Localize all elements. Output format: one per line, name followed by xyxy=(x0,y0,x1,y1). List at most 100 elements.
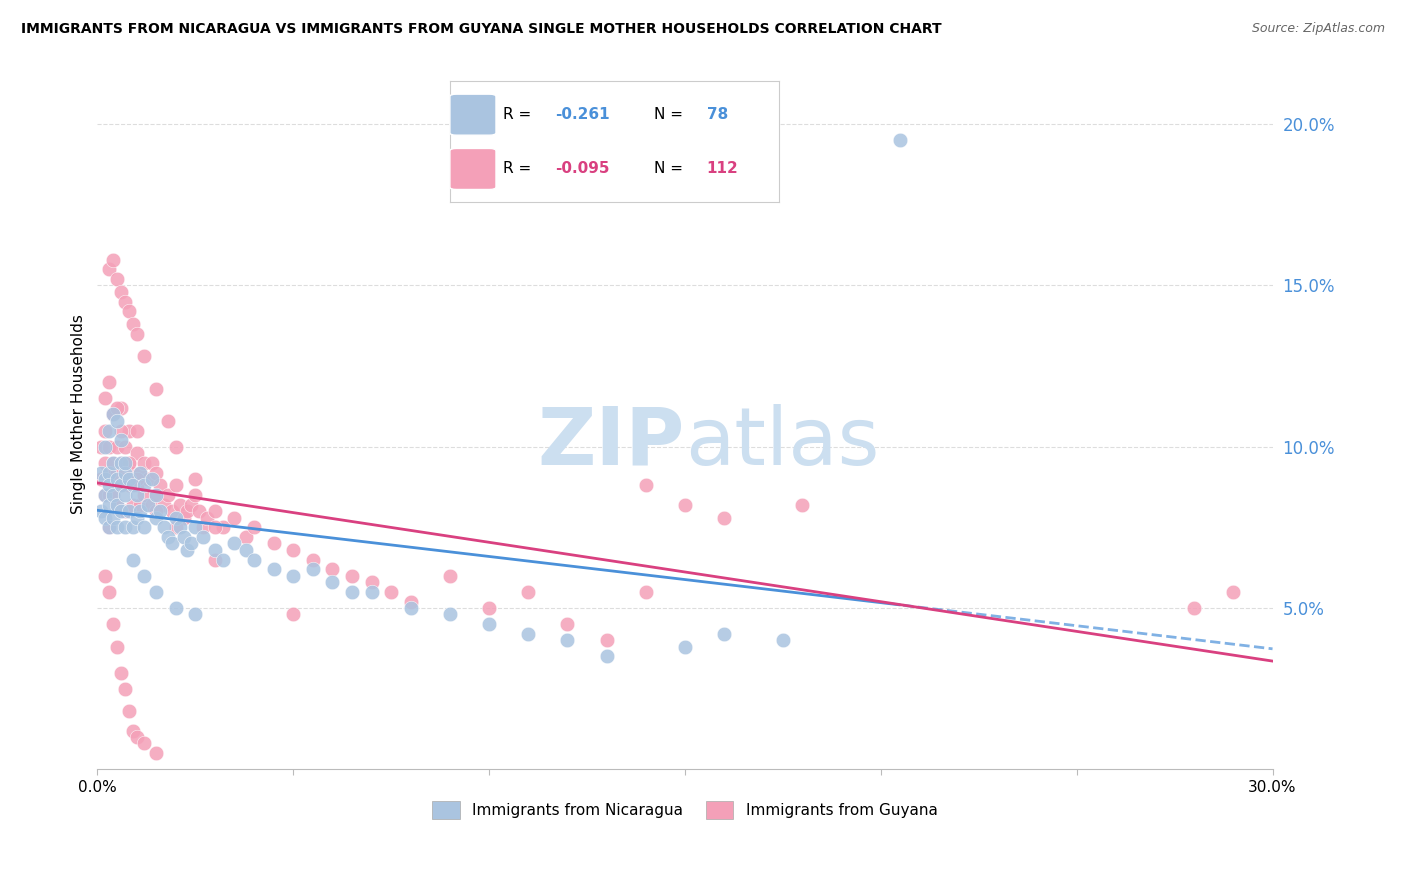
Point xyxy=(673,498,696,512)
Point xyxy=(224,536,246,550)
Point xyxy=(595,633,617,648)
Point xyxy=(169,498,191,512)
Point xyxy=(263,562,285,576)
Point xyxy=(145,585,167,599)
Point xyxy=(90,472,112,486)
Point xyxy=(129,504,152,518)
Point xyxy=(204,543,226,558)
Point xyxy=(478,601,501,615)
Point xyxy=(145,466,167,480)
Point xyxy=(101,456,124,470)
Point xyxy=(121,478,143,492)
Point xyxy=(101,510,124,524)
Point xyxy=(134,478,156,492)
Point xyxy=(125,326,148,341)
Point xyxy=(713,627,735,641)
Point xyxy=(118,424,141,438)
Point xyxy=(211,552,233,566)
Point xyxy=(121,317,143,331)
Point xyxy=(634,478,657,492)
Point xyxy=(98,424,121,438)
Point xyxy=(184,488,207,502)
Point xyxy=(283,568,305,582)
Point xyxy=(191,530,214,544)
Point xyxy=(169,520,191,534)
Point xyxy=(125,472,148,486)
Point xyxy=(105,472,128,486)
Text: Source: ZipAtlas.com: Source: ZipAtlas.com xyxy=(1251,22,1385,36)
Point xyxy=(134,737,156,751)
Point xyxy=(360,585,382,599)
Point xyxy=(153,520,176,534)
Y-axis label: Single Mother Households: Single Mother Households xyxy=(72,315,86,515)
Point xyxy=(125,510,148,524)
Text: ZIP: ZIP xyxy=(537,404,685,482)
Point xyxy=(1182,601,1205,615)
Point xyxy=(125,424,148,438)
Point xyxy=(125,488,148,502)
Point xyxy=(149,504,172,518)
Point xyxy=(118,704,141,718)
Point xyxy=(889,133,911,147)
Point xyxy=(101,456,124,470)
Point xyxy=(165,510,187,524)
Point xyxy=(114,294,136,309)
Point xyxy=(136,498,159,512)
Point xyxy=(235,530,257,544)
Point xyxy=(129,466,152,480)
Point xyxy=(160,504,183,518)
Point xyxy=(98,520,121,534)
Point xyxy=(105,401,128,415)
Point xyxy=(224,510,246,524)
Point xyxy=(204,552,226,566)
Point xyxy=(134,568,156,582)
Point xyxy=(195,510,218,524)
Point xyxy=(145,488,167,502)
Point xyxy=(145,382,167,396)
Point xyxy=(118,504,141,518)
Point xyxy=(94,392,117,406)
Point xyxy=(114,440,136,454)
Point xyxy=(595,649,617,664)
Point xyxy=(110,456,132,470)
Point xyxy=(165,601,187,615)
Point xyxy=(145,746,167,760)
Point xyxy=(184,472,207,486)
Point xyxy=(98,440,121,454)
Point xyxy=(98,520,121,534)
Point xyxy=(114,466,136,480)
Point xyxy=(94,510,117,524)
Point xyxy=(176,543,198,558)
Point xyxy=(634,585,657,599)
Point xyxy=(321,575,343,590)
Point xyxy=(98,488,121,502)
Point xyxy=(134,488,156,502)
Point xyxy=(129,498,152,512)
Point xyxy=(101,617,124,632)
Point xyxy=(340,568,363,582)
Point xyxy=(478,617,501,632)
Point xyxy=(173,530,195,544)
Point xyxy=(301,562,323,576)
Point xyxy=(184,607,207,622)
Point xyxy=(110,434,132,448)
Point xyxy=(439,607,461,622)
Point xyxy=(118,304,141,318)
Point xyxy=(105,498,128,512)
Point xyxy=(121,520,143,534)
Legend: Immigrants from Nicaragua, Immigrants from Guyana: Immigrants from Nicaragua, Immigrants fr… xyxy=(426,795,943,825)
Point xyxy=(1222,585,1244,599)
Point xyxy=(149,478,172,492)
Point xyxy=(90,466,112,480)
Point xyxy=(114,504,136,518)
Point xyxy=(101,408,124,422)
Point xyxy=(713,510,735,524)
Point xyxy=(380,585,402,599)
Point xyxy=(145,504,167,518)
Point xyxy=(114,520,136,534)
Point xyxy=(118,472,141,486)
Point xyxy=(98,585,121,599)
Point xyxy=(321,562,343,576)
Point xyxy=(114,456,136,470)
Point xyxy=(243,520,266,534)
